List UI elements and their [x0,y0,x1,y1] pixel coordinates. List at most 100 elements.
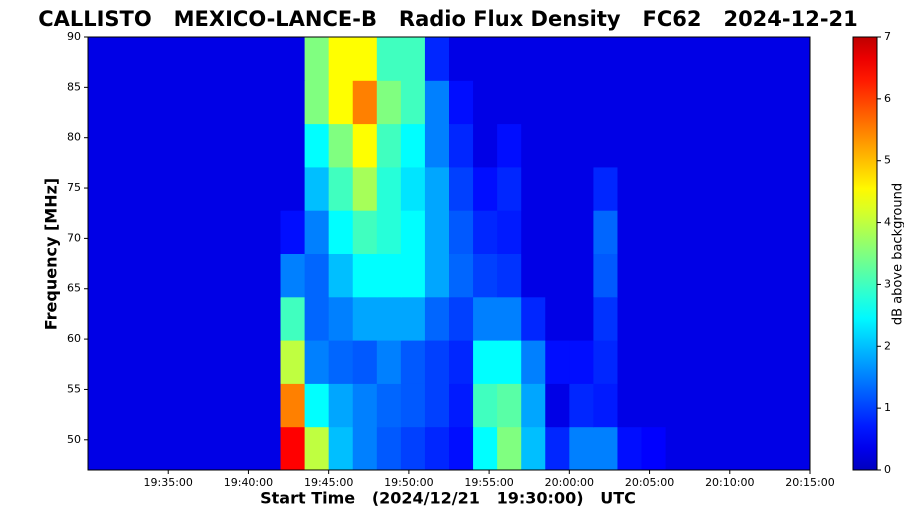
colorbar-tick-label: 2 [884,339,891,352]
heatmap-cell [473,37,498,81]
heatmap-cell [713,383,739,428]
heatmap-cell [569,383,594,428]
heatmap-cell [665,166,691,211]
heatmap-cell [88,296,113,341]
heatmap-cell [641,296,667,341]
heatmap-cell [424,166,450,211]
heatmap-cell [641,80,667,125]
heatmap-cell [785,426,811,471]
heatmap-cell [593,210,618,254]
heatmap-cell [424,340,450,384]
y-tick-label: 80 [67,131,81,144]
heatmap-cell [617,123,643,168]
heatmap-cell [569,340,594,384]
heatmap-cell [352,383,378,428]
heatmap-cell [521,296,546,341]
heatmap-cell [617,210,643,254]
heatmap-cell [785,296,811,341]
heatmap-cell [641,166,667,211]
heatmap-cell [713,253,739,298]
heatmap-cell [497,426,522,471]
heatmap-cell [376,296,402,341]
heatmap-cell [400,426,426,471]
heatmap-cell [88,123,113,168]
heatmap-cell [400,383,426,428]
heatmap-cell [473,340,498,384]
heatmap-cell [737,296,763,341]
heatmap-cell [112,123,137,168]
heatmap-cell [761,210,787,254]
heatmap-cell [232,166,257,211]
heatmap-cell [280,210,306,254]
heatmap-cell [424,253,450,298]
heatmap-cell [545,253,570,298]
heatmap-cell [184,210,209,254]
heatmap-cell [545,383,570,428]
heatmap-cell [184,253,209,298]
heatmap-cell [785,166,811,211]
heatmap-cell [449,340,474,384]
heatmap-cell [280,166,306,211]
heatmap-cell [713,296,739,341]
heatmap-cell [280,37,306,81]
heatmap-cell [304,253,330,298]
heatmap-cell [328,123,354,168]
heatmap-cell [160,383,185,428]
x-axis-label: Start Time (2024/12/21 19:30:00) UTC [260,489,636,508]
heatmap-cell [689,80,715,125]
heatmap-cell [328,210,354,254]
heatmap-cell [304,426,330,471]
heatmap-cell [713,426,739,471]
heatmap-cell [545,210,570,254]
heatmap-cell [232,37,257,81]
heatmap-cell [88,37,113,81]
heatmap-cell [761,37,787,81]
heatmap-cell [328,296,354,341]
heatmap-cell [593,166,618,211]
heatmap-cell [641,37,667,81]
heatmap-cell [665,426,691,471]
x-tick-label: 19:45:00 [304,476,353,489]
heatmap-cell [88,383,113,428]
heatmap-cell [521,80,546,125]
heatmap-cell [665,80,691,125]
heatmap-cell [160,210,185,254]
heatmap-cell [761,340,787,384]
heatmap-cell [208,340,233,384]
heatmap-cell [424,296,450,341]
heatmap-cell [497,340,522,384]
heatmap-cell [737,80,763,125]
heatmap-cell [280,123,306,168]
heatmap-cell [352,166,378,211]
heatmap-cell [641,340,667,384]
colorbar [852,36,878,471]
heatmap-cell [569,37,594,81]
heatmap-cell [497,80,522,125]
heatmap-cell [665,253,691,298]
x-tick-label: 20:15:00 [785,476,834,489]
heatmap-cell [713,80,739,125]
heatmap-cell [184,80,209,125]
heatmap-cell [304,123,330,168]
heatmap-cell [328,80,354,125]
heatmap-cell [689,426,715,471]
heatmap-cell [112,37,137,81]
heatmap-cell [400,166,426,211]
heatmap-cell [376,340,402,384]
heatmap-cell [88,166,113,211]
heatmap-cell [689,340,715,384]
heatmap-cell [497,296,522,341]
heatmap-cell [424,123,450,168]
heatmap-cell [136,383,161,428]
heatmap-cell [352,253,378,298]
heatmap-cell [617,80,643,125]
heatmap-cell [328,340,354,384]
heatmap-cell [376,383,402,428]
heatmap-cell [232,296,257,341]
heatmap-cell [160,340,185,384]
heatmap-cell [400,253,426,298]
heatmap-cell [136,426,161,471]
heatmap-cell [689,296,715,341]
heatmap-cell [521,383,546,428]
heatmap-cell [545,80,570,125]
